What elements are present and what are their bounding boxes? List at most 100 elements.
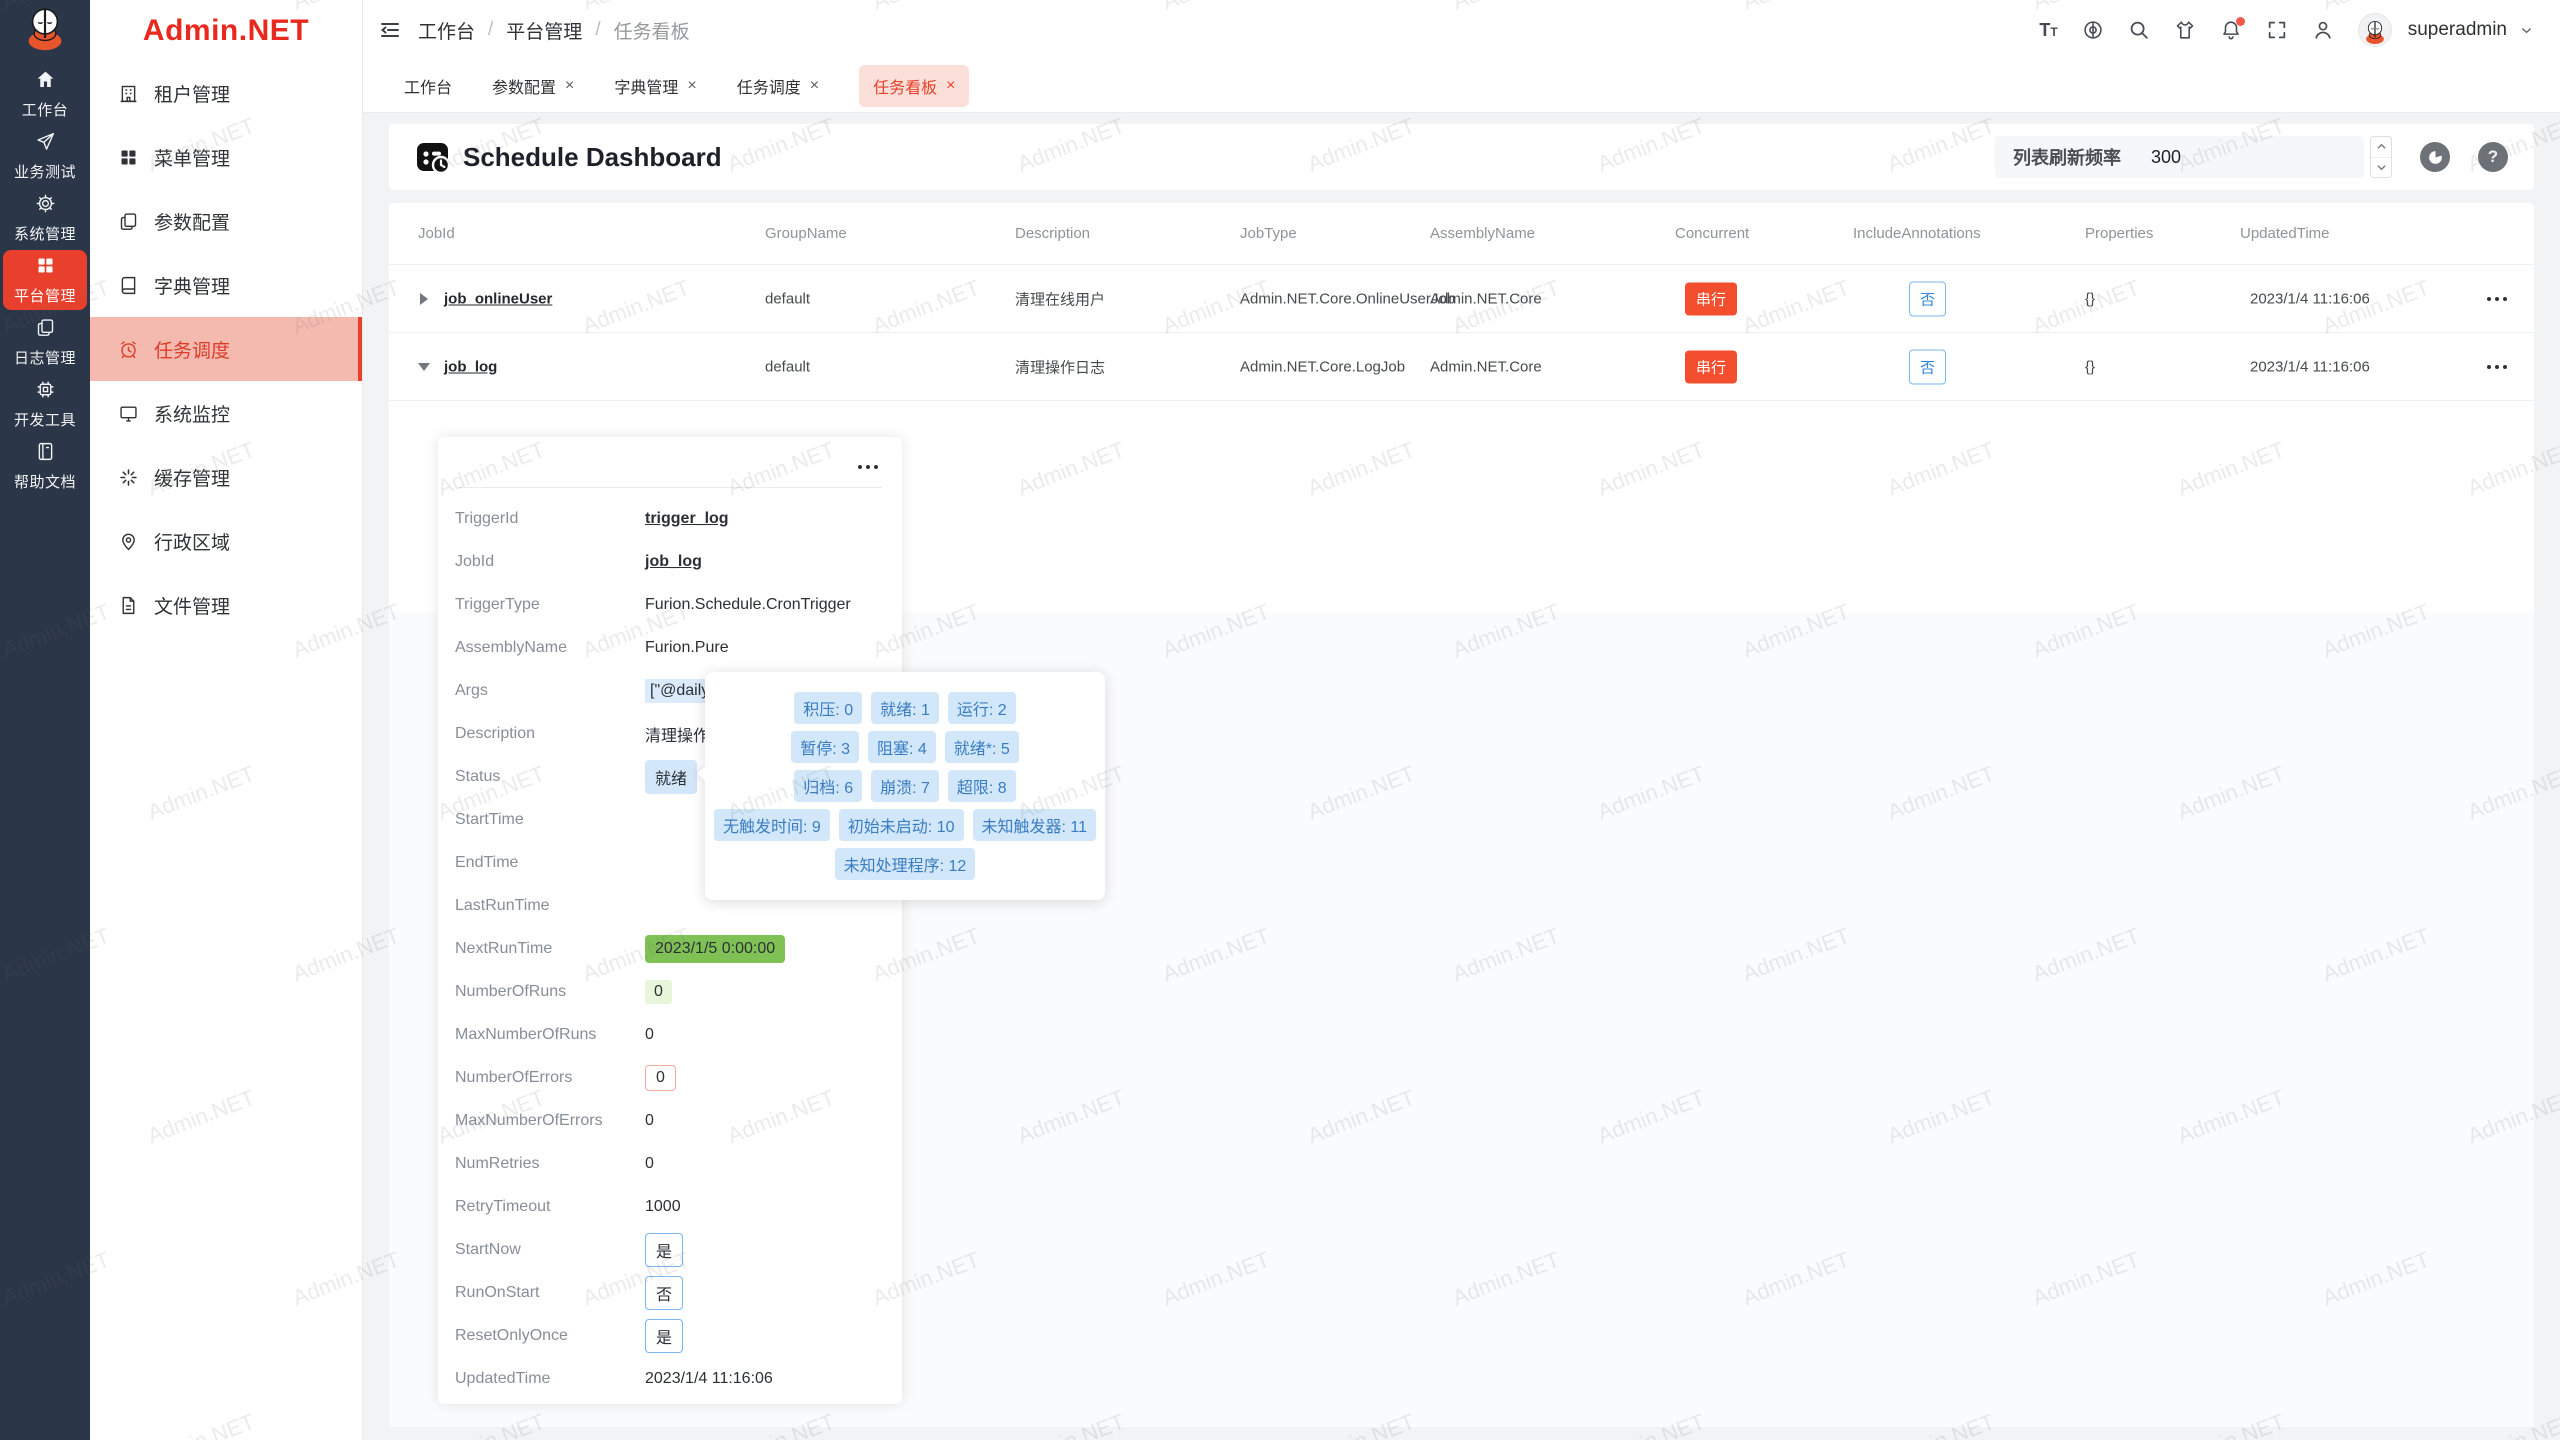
status-badge: 暂停: 3	[791, 731, 859, 763]
detail-value-JobId[interactable]: job_log	[645, 552, 702, 570]
search-icon[interactable]	[2128, 19, 2150, 41]
theme-icon[interactable]	[2174, 19, 2196, 41]
primary-sidebar-item-开发工具[interactable]: 开发工具	[3, 374, 87, 434]
status-badge: 阻塞: 4	[867, 731, 936, 763]
detail-row-NextRunTime: NextRunTime 2023/1/5 0:00:00	[438, 927, 902, 970]
detail-row-MaxNumberOfRuns: MaxNumberOfRuns 0	[438, 1013, 902, 1056]
tab-label: 字典管理	[614, 80, 679, 97]
tab-工作台[interactable]: 工作台	[404, 74, 452, 98]
tab-close-icon[interactable]: ×	[946, 77, 956, 94]
timer-icon	[2428, 149, 2442, 164]
detail-value-TriggerId[interactable]: trigger_log	[645, 509, 729, 527]
username-label[interactable]: superadmin	[2407, 19, 2507, 40]
table-row[interactable]: job_log default 清理操作日志 Admin.NET.Core.Lo…	[389, 333, 2534, 401]
primary-sidebar-item-label: 帮助文档	[13, 473, 76, 491]
fullscreen-icon[interactable]	[2266, 19, 2288, 41]
menu-item-系统监控[interactable]: 系统监控	[90, 381, 362, 445]
tab-close-icon[interactable]: ×	[687, 77, 697, 94]
row-actions-button[interactable]	[2485, 291, 2509, 307]
cell-updated-time: 2023/1/4 11:16:06	[2250, 290, 2370, 307]
chevron-down-icon[interactable]	[2519, 23, 2534, 38]
column-header: Description	[1015, 225, 1091, 242]
detail-value-NumberOfRuns: 0	[645, 979, 672, 1004]
user-avatar[interactable]	[2357, 13, 2392, 47]
breadcrumb-item[interactable]: 工作台	[418, 21, 476, 43]
tab-字典管理[interactable]: 字典管理 ×	[614, 74, 696, 98]
detail-row-ResetOnlyOnce: ResetOnlyOnce 是	[438, 1314, 902, 1357]
detail-label: AssemblyName	[455, 639, 568, 656]
primary-sidebar-item-日志管理[interactable]: 日志管理	[3, 312, 87, 372]
dictionary-book-icon	[118, 275, 139, 296]
menu-item-label: 字典管理	[154, 276, 231, 298]
menu-item-参数配置[interactable]: 参数配置	[90, 189, 362, 253]
menu-item-任务调度[interactable]: 任务调度	[90, 317, 362, 381]
table-row[interactable]: job_onlineUser default 清理在线用户 Admin.NET.…	[389, 265, 2534, 333]
menu-item-文件管理[interactable]: 文件管理	[90, 573, 362, 637]
primary-sidebar-item-业务测试[interactable]: 业务测试	[3, 126, 87, 186]
detail-label: MaxNumberOfErrors	[455, 1112, 603, 1129]
language-icon[interactable]	[2082, 19, 2104, 41]
primary-sidebar-item-平台管理[interactable]: 平台管理	[3, 250, 87, 310]
detail-label: StartTime	[455, 811, 524, 828]
job-id-link[interactable]: job_onlineUser	[444, 290, 553, 307]
status-badge: 积压: 0	[794, 692, 863, 724]
tooltip-badge-row: 未知处理程序: 12	[719, 848, 1091, 880]
tab-参数配置[interactable]: 参数配置 ×	[492, 74, 574, 98]
row-actions-button[interactable]	[2485, 359, 2509, 375]
menu-item-行政区域[interactable]: 行政区域	[90, 509, 362, 573]
detail-row-NumberOfRuns: NumberOfRuns 0	[438, 970, 902, 1013]
top-header: 工作台 / 平台管理 / 任务看板 TT	[363, 0, 2560, 60]
detail-label: Status	[455, 768, 501, 785]
breadcrumb-item[interactable]: 平台管理	[506, 21, 583, 43]
tab-label: 任务看板	[873, 80, 938, 97]
tab-close-icon[interactable]: ×	[565, 77, 575, 94]
breadcrumb-item-current: 任务看板	[613, 21, 690, 43]
menu-item-租户管理[interactable]: 租户管理	[90, 61, 362, 125]
notifications-bell-icon[interactable]	[2220, 17, 2245, 41]
primary-sidebar-item-工作台[interactable]: 工作台	[3, 64, 87, 124]
detail-label: NumRetries	[455, 1155, 540, 1172]
auto-refresh-timer-button[interactable]	[2420, 142, 2450, 172]
column-header: Concurrent	[1675, 225, 1750, 242]
font-size-icon[interactable]: TT	[2039, 19, 2058, 40]
tab-close-icon[interactable]: ×	[809, 77, 820, 94]
refresh-frequency-input[interactable]: 列表刷新频率 300	[1995, 136, 2364, 178]
detail-label: StartNow	[455, 1241, 521, 1258]
app-logo-mascot[interactable]	[0, 0, 90, 62]
column-header: GroupName	[765, 225, 847, 242]
primary-sidebar-item-label: 业务测试	[13, 163, 76, 181]
menu-item-菜单管理[interactable]: 菜单管理	[90, 125, 362, 189]
detail-value-MaxNumberOfErrors: 0	[645, 1111, 654, 1129]
detail-value-RunOnStart: 否	[645, 1275, 684, 1310]
primary-sidebar-item-帮助文档[interactable]: 帮助文档	[3, 436, 87, 496]
detail-label: NextRunTime	[455, 940, 553, 957]
column-header: JobType	[1240, 225, 1297, 242]
detail-value-MaxNumberOfRuns: 0	[645, 1025, 654, 1043]
menu-item-字典管理[interactable]: 字典管理	[90, 253, 362, 317]
stepper-down-icon[interactable]	[2371, 158, 2391, 178]
primary-sidebar: 工作台业务测试系统管理 平台管理 日志管理 开发工具帮助文档	[0, 0, 90, 1440]
detail-row-AssemblyName: AssemblyName Furion.Pure	[438, 626, 902, 669]
profile-icon[interactable]	[2312, 19, 2334, 41]
tab-label: 工作台	[404, 80, 453, 97]
trigger-actions-button[interactable]	[856, 459, 880, 475]
menu-item-label: 参数配置	[154, 212, 231, 234]
cell-description: 清理在线用户	[1015, 291, 1106, 308]
menu-item-label: 文件管理	[154, 596, 231, 618]
tab-任务调度[interactable]: 任务调度 ×	[737, 74, 819, 98]
app-logo-text[interactable]: Admin.NET	[142, 13, 310, 47]
refresh-frequency-value[interactable]: 300	[2151, 146, 2182, 167]
menu-item-缓存管理[interactable]: 缓存管理	[90, 445, 362, 509]
sidebar-fold-icon[interactable]	[378, 18, 402, 42]
expand-caret-icon[interactable]	[420, 292, 428, 305]
job-id-link[interactable]: job_log	[444, 358, 498, 375]
tab-任务看板[interactable]: 任务看板 ×	[859, 65, 970, 107]
primary-sidebar-item-系统管理[interactable]: 系统管理	[3, 188, 87, 248]
detail-row-TriggerId: TriggerId trigger_log	[438, 497, 902, 540]
table-header-row: JobId GroupName Description JobType Asse…	[389, 203, 2534, 265]
collapse-caret-icon[interactable]	[418, 362, 430, 371]
breadcrumb: 工作台 / 平台管理 / 任务看板	[418, 17, 690, 44]
stepper-up-icon[interactable]	[2371, 137, 2391, 158]
help-button[interactable]: ?	[2478, 142, 2508, 172]
